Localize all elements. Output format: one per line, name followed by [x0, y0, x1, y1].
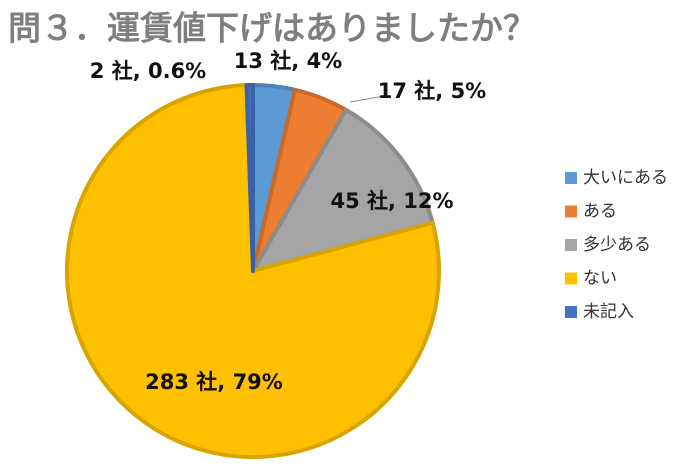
legend-label: 多少ある [583, 235, 651, 255]
legend-label: ない [583, 269, 617, 289]
legend-label: 大いにある [583, 168, 668, 188]
data-label: 2 社, 0.6% [90, 59, 206, 83]
data-label: 45 社, 12% [330, 189, 453, 213]
legend-label: 未記入 [583, 302, 634, 322]
legend-marker [565, 239, 577, 251]
pie-slice [244, 83, 255, 273]
data-label: 17 社, 5% [378, 79, 486, 103]
data-label: 283 社, 79% [145, 370, 283, 394]
legend-marker [565, 205, 577, 218]
legend-marker [565, 172, 577, 184]
legend-marker [565, 306, 577, 318]
legend-label: ある [583, 202, 617, 222]
pie-slice [251, 107, 435, 273]
chart-title: 問３．運賃値下げはありましたか？ [8, 9, 536, 48]
legend-marker [565, 272, 577, 285]
data-label: 13 社, 4% [234, 49, 342, 73]
leader-line [349, 95, 385, 103]
